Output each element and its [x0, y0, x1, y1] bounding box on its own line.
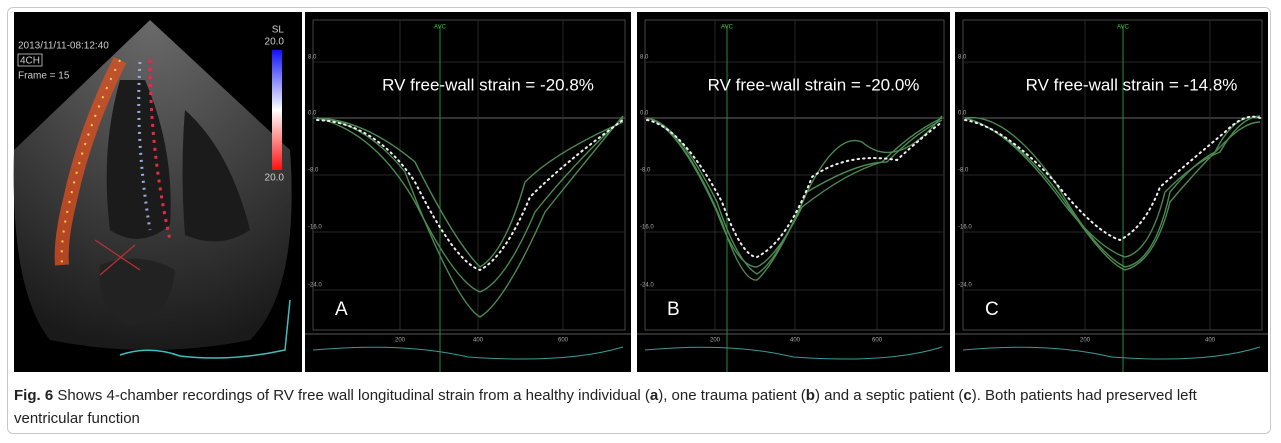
- strain-panel: 8.0 0.0 -8.0 -16.0 -24.0 200 400 AVC RV free-wal…: [955, 12, 1268, 372]
- septal-trace: [137, 61, 152, 231]
- x-tick-label: 200: [710, 338, 721, 344]
- avc-label: AVC: [721, 25, 734, 31]
- panel-background: [955, 12, 1268, 372]
- ecg-trace: [644, 346, 943, 360]
- color-scale: [272, 50, 282, 170]
- y-tick-label: -24.0: [640, 283, 654, 289]
- figure-caption: Fig. 6 Shows 4-chamber recordings of RV …: [14, 384, 1259, 430]
- strain-label: RV free-wall strain = -20.0%: [708, 75, 920, 94]
- caption-bold: b: [805, 387, 815, 404]
- strain-curve: [316, 117, 624, 268]
- strain-curve: [964, 115, 1261, 258]
- ecg-trace: [962, 346, 1261, 360]
- caption-bold: a: [649, 387, 659, 404]
- y-tick-label: -24.0: [958, 283, 972, 289]
- crosshair: [94, 239, 141, 276]
- rv-wall-trace: [54, 56, 127, 266]
- panel-letter: C: [985, 299, 999, 320]
- strain-curve: [646, 115, 943, 275]
- mean-strain-curve: [316, 119, 624, 272]
- ecg-trace: [312, 346, 624, 360]
- x-tick-label: 600: [872, 338, 883, 344]
- mean-strain-curve: [646, 119, 943, 259]
- figure-frame: [7, 7, 1271, 434]
- panel-letter: B: [667, 299, 680, 320]
- y-tick-label: -16.0: [640, 225, 654, 231]
- x-tick-label: 200: [1080, 338, 1091, 344]
- strain-curve: [646, 117, 943, 268]
- caption-text: ). Both patients had preserved left vent…: [14, 387, 1197, 427]
- x-tick-label: 400: [790, 338, 801, 344]
- avc-label: AVC: [434, 25, 447, 31]
- strain-panel: 8.0 0.0 -8.0 -16.0 -24.0 200 400 600 AVC RV free-…: [637, 12, 950, 372]
- echo-frame: Frame = 15: [18, 71, 70, 82]
- strain-curve: [316, 117, 624, 293]
- scale-min: 20.0: [265, 173, 285, 184]
- strain-curve: [646, 117, 943, 281]
- y-tick-label: -8.0: [640, 168, 651, 174]
- panel-background: [305, 12, 631, 372]
- scale-label: SL: [272, 25, 285, 36]
- y-tick-label: 0.0: [640, 111, 649, 117]
- y-tick-label: -8.0: [958, 168, 969, 174]
- y-tick-label: -16.0: [308, 225, 322, 231]
- avc-label: AVC: [1117, 25, 1130, 31]
- caption-text: Shows 4-chamber recordings of RV free wa…: [53, 387, 650, 404]
- x-tick-label: 600: [558, 338, 569, 344]
- strain-panel: 8.0 0.0 -8.0 -16.0 -24.0 200 400 600 AVC RV free-…: [305, 12, 631, 372]
- echo-chamber: [106, 80, 171, 239]
- echo-view: 4CH: [20, 56, 40, 67]
- y-tick-label: -24.0: [308, 283, 322, 289]
- x-tick-label: 400: [473, 338, 484, 344]
- y-tick-label: -8.0: [308, 168, 319, 174]
- y-tick-label: 8.0: [958, 55, 967, 61]
- panel-letter: A: [335, 299, 348, 320]
- y-tick-label: -16.0: [958, 225, 972, 231]
- echo-chamber: [182, 110, 250, 242]
- septal-trace: [148, 59, 172, 241]
- strain-label: RV free-wall strain = -14.8%: [1026, 75, 1238, 94]
- echo-timestamp: 2013/11/11-08:12:40: [18, 41, 109, 52]
- caption-bold: c: [963, 387, 972, 404]
- x-tick-label: 400: [1205, 338, 1216, 344]
- caption-bold: Fig. 6: [14, 387, 54, 404]
- ecg-trace: [119, 299, 291, 359]
- strain-panels: 8.0 0.0 -8.0 -16.0 -24.0 200 400 600 AVC RV free-…: [305, 12, 1268, 372]
- x-tick-label: 200: [395, 338, 406, 344]
- echo-chamber: [99, 258, 175, 325]
- strain-label: RV free-wall strain = -20.8%: [382, 75, 594, 94]
- y-tick-label: 8.0: [308, 55, 317, 61]
- panel-background: [637, 12, 950, 372]
- strain-curve: [964, 117, 1261, 271]
- caption-text: ) and a septic patient (: [814, 387, 964, 404]
- figure-image: 2013/11/11-08:12:40 4CH Frame = 15 SL 20…: [13, 12, 1268, 372]
- strain-curve: [316, 115, 624, 318]
- y-tick-label: 0.0: [958, 111, 967, 117]
- mean-strain-curve: [964, 115, 1261, 242]
- caption-text: ), one trauma patient (: [658, 387, 806, 404]
- view-box: [17, 53, 43, 67]
- y-tick-label: 8.0: [640, 55, 649, 61]
- scale-max: 20.0: [265, 37, 285, 48]
- y-tick-label: 0.0: [308, 111, 317, 117]
